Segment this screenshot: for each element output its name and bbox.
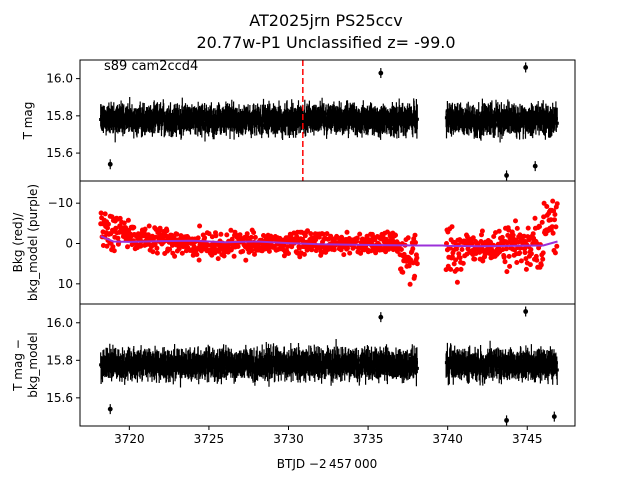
bkg-model-line bbox=[100, 235, 558, 248]
outlier-point bbox=[504, 173, 509, 178]
y-tick-label: 15.8 bbox=[46, 109, 73, 123]
x-tick-label: 3725 bbox=[194, 432, 225, 446]
bkg-points bbox=[98, 198, 560, 287]
data-points bbox=[99, 353, 559, 376]
x-axis-label: BTJD −2 457 000 bbox=[277, 457, 377, 471]
x-tick-label: 3735 bbox=[353, 432, 384, 446]
outlier-point bbox=[551, 414, 557, 420]
panel-detrended: 15.6 15.8 16.0 T mag −bkg_model bbox=[11, 303, 576, 427]
panel-detrended-data bbox=[99, 306, 559, 426]
panel-lightcurve: 15.6 15.8 16.0 T mag s89 cam2ccd4 bbox=[21, 59, 576, 182]
y-tick-label: 16.0 bbox=[46, 72, 73, 86]
plot-panels: 15.6 15.8 16.0 T mag s89 cam2ccd4 −10 0 10 Bkg (… bbox=[11, 59, 576, 446]
outlier-point bbox=[378, 314, 384, 320]
outlier-point bbox=[523, 309, 529, 314]
y-axis-label: T mag bbox=[21, 102, 35, 141]
panel-background: −10 0 10 Bkg (red)/bkg_model (purple) bbox=[11, 180, 576, 305]
panel-frame bbox=[79, 303, 576, 427]
chart-title-line1: AT2025jrn PS25ccv bbox=[249, 11, 402, 30]
panel-annotation: s89 cam2ccd4 bbox=[104, 59, 198, 74]
outlier-point bbox=[378, 70, 384, 76]
y-tick-label: 15.8 bbox=[46, 353, 73, 367]
x-tick-label: 3745 bbox=[512, 432, 543, 446]
x-tick-label: 3730 bbox=[273, 432, 304, 446]
panel-background-data bbox=[98, 198, 560, 287]
y-tick-label: 10 bbox=[58, 277, 73, 291]
y-axis-label: T mag −bkg_model bbox=[11, 332, 40, 398]
chart-title-line2: 20.77w-P1 Unclassified z= -99.0 bbox=[196, 33, 455, 52]
data-points bbox=[99, 107, 559, 133]
y-tick-label: 16.0 bbox=[46, 316, 73, 330]
x-tick-label: 3720 bbox=[114, 432, 145, 446]
outlier-point bbox=[504, 417, 509, 423]
y-tick-label: 0 bbox=[65, 237, 73, 251]
y-tick-label: −10 bbox=[48, 196, 73, 210]
y-tick-label: 15.6 bbox=[46, 146, 73, 160]
outlier-point bbox=[532, 163, 538, 169]
y-axis-label: Bkg (red)/bkg_model (purple) bbox=[11, 184, 40, 301]
outlier-point bbox=[107, 161, 113, 167]
outlier-point bbox=[107, 406, 113, 412]
outlier-point bbox=[523, 65, 529, 70]
y-tick-label: 15.6 bbox=[46, 391, 73, 405]
x-tick-label: 3740 bbox=[432, 432, 463, 446]
panel-lightcurve-data bbox=[99, 62, 559, 181]
